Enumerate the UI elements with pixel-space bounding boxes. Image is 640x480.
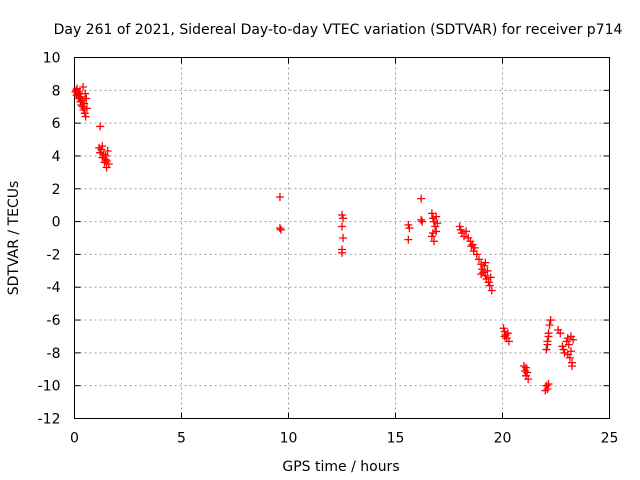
data-point (98, 142, 107, 151)
data-point (418, 217, 427, 226)
y-tick-label: 0 (52, 215, 61, 231)
data-point (543, 384, 552, 393)
data-point (477, 270, 486, 279)
y-tick-label: -12 (38, 412, 61, 428)
chart-title: Day 261 of 2021, Sidereal Day-to-day VTE… (54, 22, 623, 38)
data-point (522, 363, 531, 372)
data-point (80, 99, 89, 108)
y-tick-label: 10 (43, 51, 61, 67)
data-point (101, 151, 110, 160)
x-tick-label: 0 (70, 431, 79, 447)
data-point (417, 194, 426, 203)
data-point (79, 83, 88, 92)
data-point (103, 147, 112, 156)
data-point (544, 380, 553, 389)
y-tick-label: -4 (47, 280, 61, 296)
x-tick-label: 20 (494, 431, 512, 447)
data-point (566, 332, 575, 341)
data-point (500, 332, 509, 341)
x-tick-label: 15 (387, 431, 405, 447)
data-point (339, 214, 348, 223)
data-point (82, 94, 91, 103)
data-point (546, 316, 555, 325)
data-point (405, 224, 414, 233)
data-point (433, 219, 442, 228)
y-tick-label: -6 (47, 313, 61, 329)
data-points (71, 83, 578, 395)
x-tick-label: 10 (280, 431, 298, 447)
grid (74, 57, 610, 419)
data-point (275, 192, 284, 201)
data-point (417, 215, 426, 224)
data-point (472, 250, 481, 259)
y-tick-label: -8 (47, 346, 61, 362)
data-point (470, 243, 479, 252)
data-point (563, 350, 572, 359)
y-tick-label: 4 (52, 149, 61, 165)
data-point (481, 258, 490, 267)
data-point (338, 248, 346, 257)
y-axis-label: SDTVAR / TECUs (6, 181, 22, 296)
x-tick-label: 5 (177, 431, 186, 447)
y-tick-labels: -12 -10 -8 -6 -4 -2 0 2 4 6 8 10 (38, 51, 61, 428)
data-point (545, 320, 554, 329)
data-point (543, 340, 552, 349)
data-point (459, 232, 468, 241)
data-point (564, 340, 573, 349)
data-point (504, 337, 513, 346)
data-point (430, 237, 439, 246)
data-point (432, 212, 441, 221)
data-point (485, 281, 494, 290)
data-point (81, 89, 90, 98)
data-point (556, 329, 565, 338)
y-tick-label: 6 (52, 116, 61, 132)
y-tick-label: -10 (38, 379, 61, 395)
data-point (404, 235, 413, 244)
data-point (568, 361, 577, 370)
data-point (428, 229, 437, 238)
data-point (338, 222, 346, 231)
y-tick-label: 8 (52, 83, 61, 99)
data-point (544, 332, 553, 341)
data-point (524, 375, 533, 384)
data-point (523, 368, 532, 377)
data-point (82, 104, 91, 113)
plot-frame (74, 57, 610, 419)
x-tick-labels: 0 5 10 15 20 25 (70, 431, 618, 447)
x-axis-label: GPS time / hours (282, 459, 399, 475)
data-point (96, 122, 105, 131)
x-tick-label: 25 (601, 431, 619, 447)
data-point (427, 209, 436, 218)
data-point (81, 112, 90, 121)
data-point (487, 286, 496, 295)
data-point (474, 255, 483, 264)
data-point (277, 225, 286, 234)
data-point (486, 273, 495, 282)
data-point (339, 234, 348, 242)
data-point (542, 345, 551, 354)
data-point (462, 227, 471, 236)
axis-ticks (74, 57, 610, 419)
y-tick-label: -2 (47, 247, 61, 263)
data-point (275, 224, 284, 233)
data-point (483, 266, 492, 275)
data-point (102, 156, 111, 165)
y-tick-label: 2 (52, 182, 61, 198)
